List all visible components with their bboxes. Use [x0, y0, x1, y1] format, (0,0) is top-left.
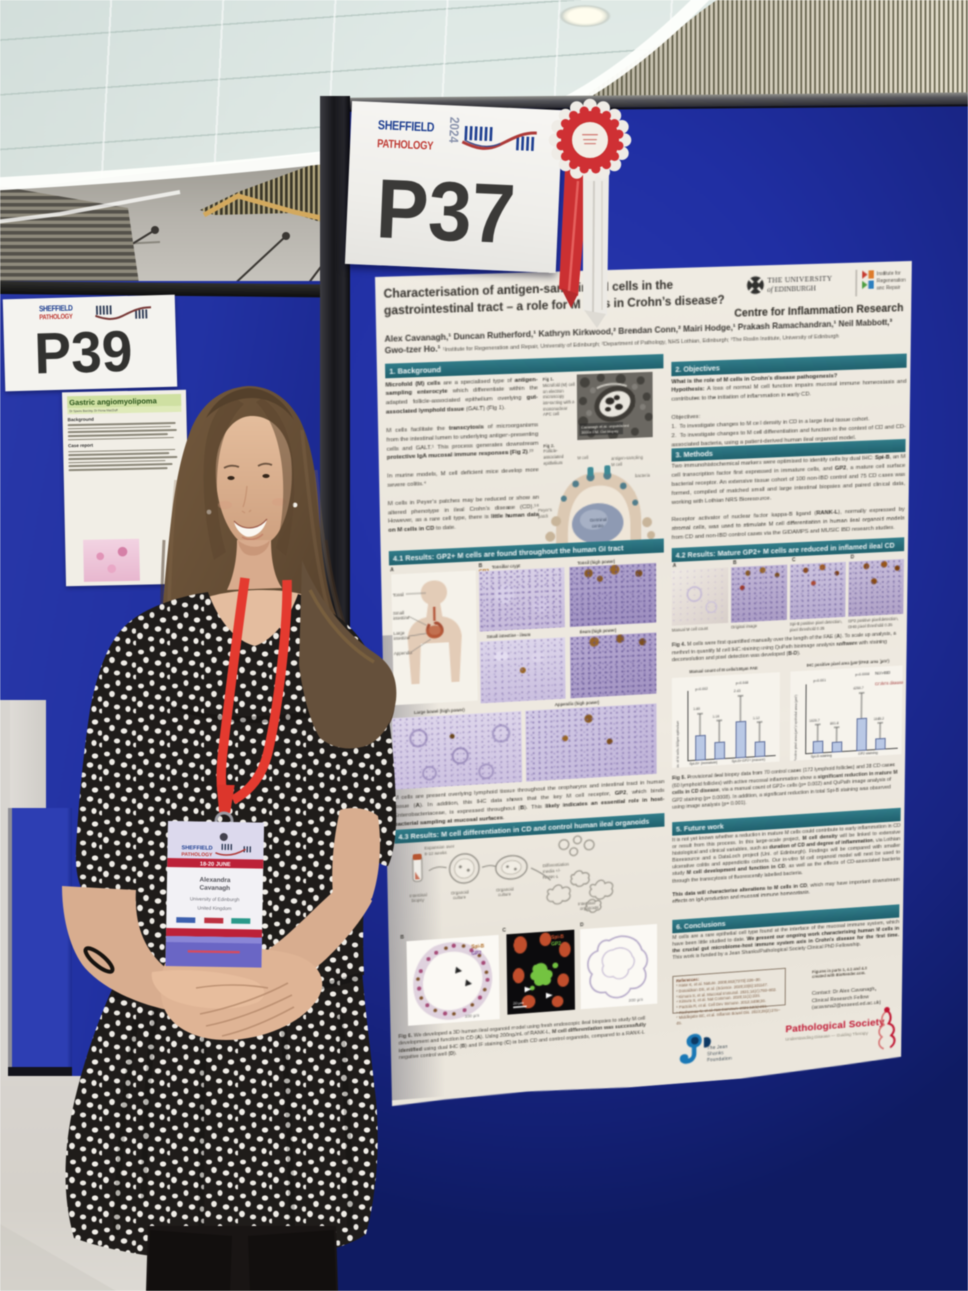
svg-text:Spi-B+GP2+ (mature): Spi-B+GP2+ (mature): [732, 758, 766, 764]
svg-text:8-12 weeks: 8-12 weeks: [425, 851, 448, 857]
svg-text:M cell: M cell: [611, 462, 622, 467]
svg-text:antigen-sampling: antigen-sampling: [611, 455, 643, 461]
svg-text:United Kingdom: United Kingdom: [197, 905, 231, 912]
svg-text:Institute for: Institute for: [877, 271, 901, 277]
svg-text:1.80: 1.80: [693, 707, 700, 711]
svg-text:Intestinal: Intestinal: [409, 893, 426, 899]
svg-text:patch: patch: [538, 514, 549, 519]
svg-text:Tonsil: Tonsil: [393, 592, 404, 597]
svg-text:Intestinal: Intestinal: [578, 901, 595, 907]
svg-text:Appendix: Appendix: [394, 650, 413, 656]
svg-text:200 µm: 200 µm: [629, 997, 643, 1003]
svg-text:Germinal: Germinal: [590, 517, 607, 522]
svg-text:Spi-B: Spi-B: [471, 944, 484, 950]
svg-text:GP2: GP2: [551, 941, 561, 947]
svg-text:4250.7: 4250.7: [853, 686, 863, 690]
svg-text:Alexandra: Alexandra: [199, 877, 230, 885]
svg-text:1020.7: 1020.7: [809, 719, 819, 723]
svg-text:organoids: organoids: [580, 906, 599, 912]
svg-text:intestine: intestine: [393, 615, 410, 621]
svg-text:3000x EM. Gut biopsy: 3000x EM. Gut biopsy: [581, 429, 618, 435]
svg-text:PATHOLOGY: PATHOLOGY: [181, 852, 213, 859]
svg-text:Shanks: Shanks: [707, 1051, 724, 1058]
svg-text:Expansion over: Expansion over: [424, 844, 454, 851]
svg-text:RANK-L: RANK-L: [543, 875, 559, 881]
svg-text:Spi-B+ (immature): Spi-B+ (immature): [689, 761, 718, 766]
svg-text:Small: Small: [393, 611, 404, 616]
svg-text:Peyer's: Peyer's: [538, 508, 553, 513]
svg-text:centre: centre: [592, 524, 604, 529]
svg-text:p=0.001: p=0.001: [813, 679, 826, 683]
svg-text:Spi-B: Spi-B: [551, 934, 564, 940]
svg-text:culture: culture: [498, 892, 511, 897]
svg-text:biopsy: biopsy: [412, 898, 425, 903]
svg-text:Cavanagh et al. unpublished: Cavanagh et al. unpublished: [581, 423, 629, 430]
svg-text:University of Edinburgh: University of Edinburgh: [190, 896, 240, 903]
svg-text:Regeneration: Regeneration: [877, 278, 906, 285]
svg-text:Positive pixel area (µm²)/ epi: Positive pixel area (µm²)/ epithelial ar…: [794, 695, 798, 761]
svg-text:Organoid: Organoid: [451, 890, 469, 896]
svg-text:media +/-: media +/-: [543, 869, 561, 875]
svg-text:The Jean: The Jean: [707, 1045, 728, 1052]
svg-text:No. of M cells /100µm epitheli: No. of M cells /100µm epithelium: [676, 721, 680, 768]
svg-text:of EDINBURGH: of EDINBURGH: [767, 284, 816, 294]
svg-text:Organoid: Organoid: [496, 887, 514, 893]
svg-text:p=0.002: p=0.002: [695, 687, 708, 691]
svg-text:bacteria: bacteria: [635, 473, 650, 478]
svg-text:18-20 JUNE: 18-20 JUNE: [200, 862, 231, 869]
svg-text:THE UNIVERSITY: THE UNIVERSITY: [767, 274, 832, 285]
svg-text:Differentiation: Differentiation: [543, 862, 570, 868]
svg-text:p=0.0008: p=0.0008: [855, 672, 869, 676]
svg-text:2.43: 2.43: [734, 689, 741, 693]
svg-text:Cavanagh: Cavanagh: [200, 885, 231, 893]
svg-text:GP2 staining: GP2 staining: [858, 751, 877, 756]
svg-text:20 µm: 20 µm: [513, 1000, 524, 1005]
svg-text:1.19: 1.19: [713, 715, 720, 719]
svg-text:p=0.048: p=0.048: [736, 681, 749, 685]
svg-text:culture: culture: [453, 895, 466, 900]
svg-text:1045.2: 1045.2: [874, 717, 884, 721]
svg-text:801.8: 801.8: [830, 722, 839, 726]
svg-text:Spi-B staining: Spi-B staining: [811, 754, 832, 759]
svg-text:Large: Large: [393, 631, 405, 636]
svg-text:1.12: 1.12: [753, 716, 760, 720]
svg-text:Foundation: Foundation: [707, 1056, 732, 1063]
svg-text:intestine: intestine: [393, 635, 410, 641]
svg-text:100 µm: 100 µm: [465, 1013, 480, 1019]
svg-text:GP2: GP2: [471, 950, 481, 956]
svg-text:and Repair: and Repair: [877, 285, 901, 291]
svg-text:SHEFFIELD: SHEFFIELD: [181, 845, 212, 852]
svg-text:M cell: M cell: [577, 455, 588, 460]
